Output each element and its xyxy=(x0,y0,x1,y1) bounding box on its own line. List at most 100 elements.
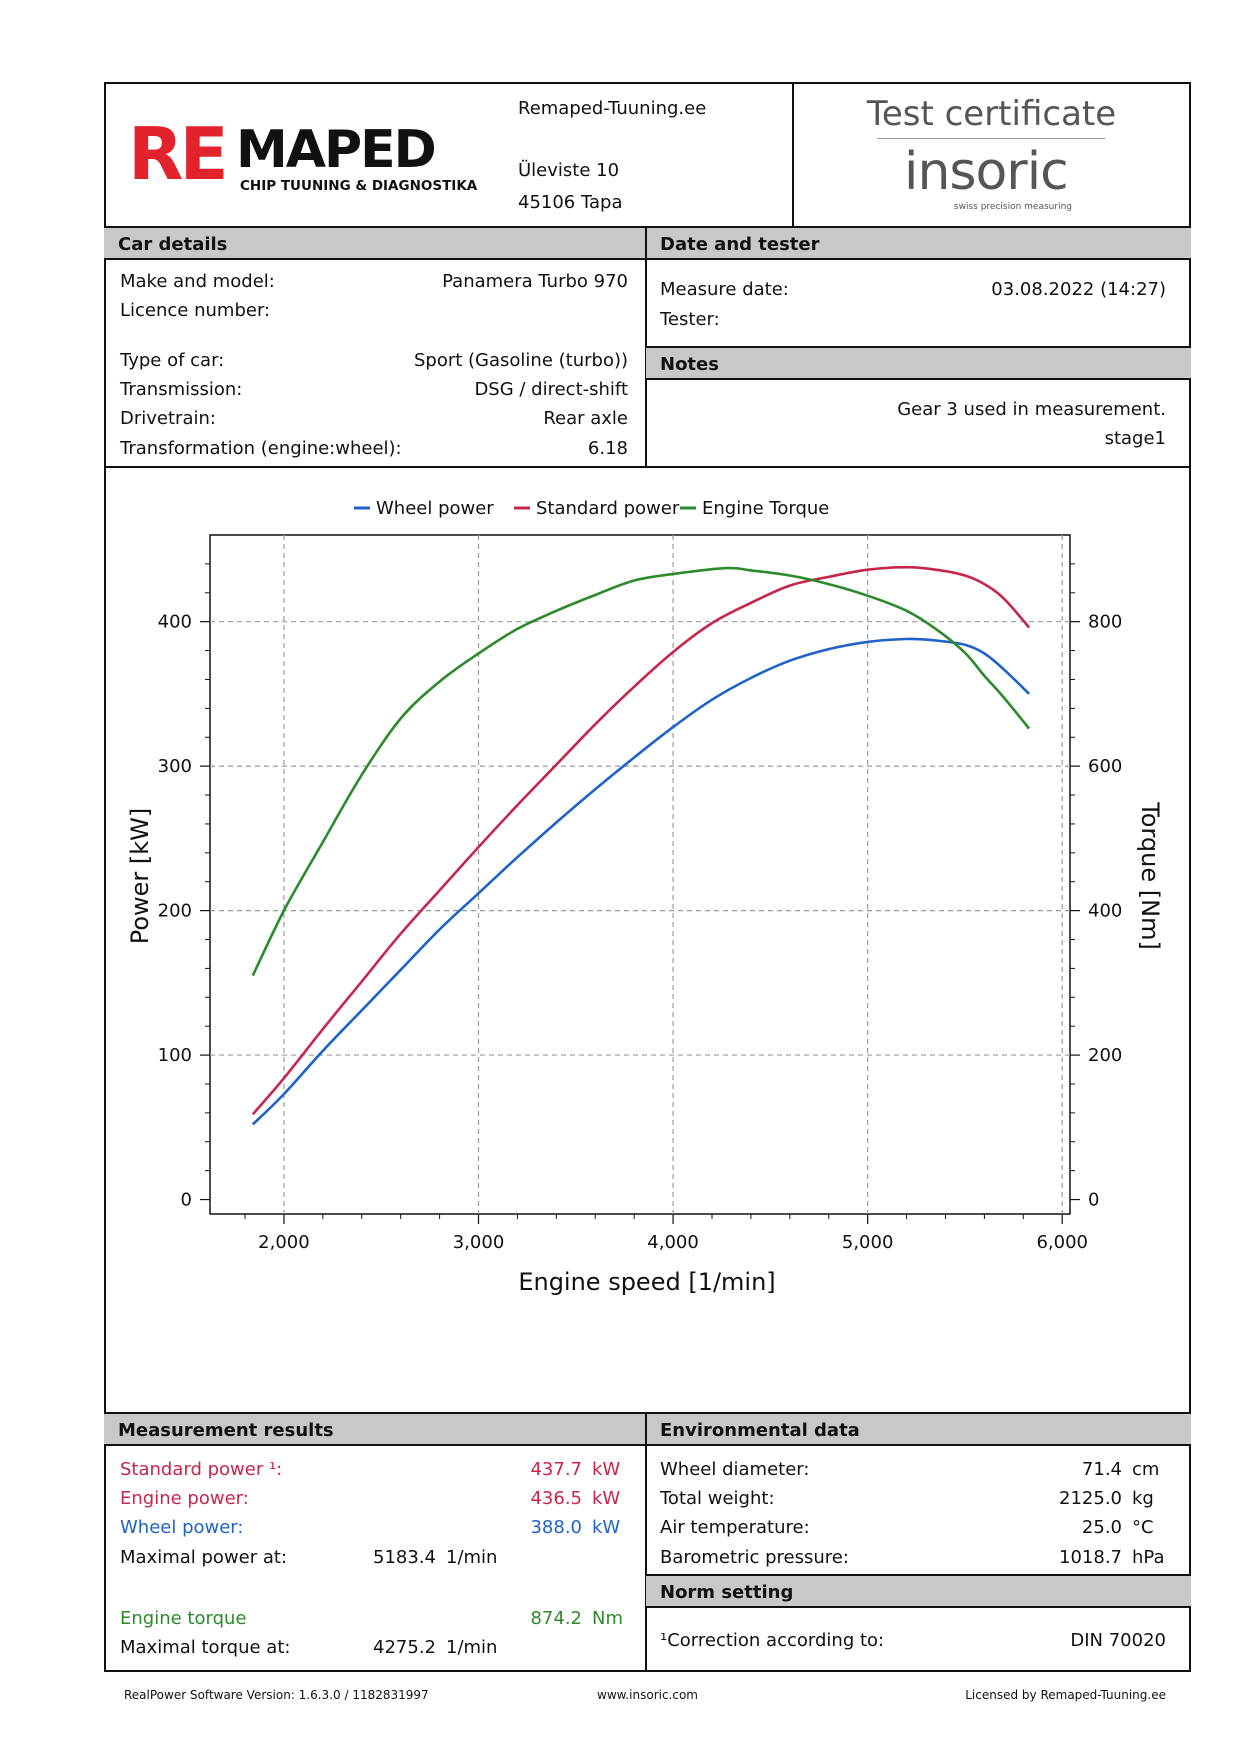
details-bottom-border xyxy=(104,466,1191,468)
tester-label: Tester: xyxy=(660,309,720,330)
wheel-diameter-value: 71.4 xyxy=(1081,1459,1122,1480)
barometric-pressure-unit: hPa xyxy=(1132,1547,1165,1568)
certificate-title-underline xyxy=(877,138,1105,139)
max-power-unit: 1/min xyxy=(446,1547,498,1568)
y-tick-label: 100 xyxy=(158,1045,192,1066)
engine-power-label: Engine power: xyxy=(120,1488,249,1509)
max-torque-unit: 1/min xyxy=(446,1637,498,1658)
software-version: RealPower Software Version: 1.6.3.0 / 11… xyxy=(124,1688,429,1702)
insoric-tagline: swiss precision measuring xyxy=(953,202,1072,212)
insoric-wordmark: insoric xyxy=(904,142,1069,202)
certificate-frame xyxy=(104,82,1191,1672)
company-street: Üleviste 10 xyxy=(518,160,620,181)
header-divider xyxy=(792,82,794,226)
power-torque-chart: Wheel power Standard power Engine Torque 2… xyxy=(126,498,1164,1296)
car-details-header: Car details xyxy=(104,226,646,260)
engine-torque-label: Engine torque xyxy=(120,1608,247,1629)
standard-power-legend-label: Standard power xyxy=(536,498,680,519)
type-label: Type of car: xyxy=(120,350,225,371)
transmission-label: Transmission: xyxy=(120,379,243,400)
transmission-value: DSG / direct-shift xyxy=(474,379,628,400)
wheel-diameter-label: Wheel diameter: xyxy=(660,1459,810,1480)
x-tick-label: 4,000 xyxy=(647,1232,699,1253)
barometric-pressure-value: 1018.7 xyxy=(1059,1547,1122,1568)
engine-power-value: 436.5 xyxy=(530,1488,582,1509)
engine-torque-unit: Nm xyxy=(592,1608,623,1629)
licence-label: Licence number: xyxy=(120,300,271,321)
wheel-power-series-line xyxy=(251,637,1031,1126)
environmental-data-header: Environmental data xyxy=(646,1412,1191,1446)
chart-axes: 2,000 3,000 4,000 5,000 6,000010020030040002… xyxy=(158,563,1122,1253)
chart-grid xyxy=(210,535,1070,1214)
engine-torque-legend-label: Engine Torque xyxy=(702,498,829,519)
correction-label: ¹Correction according to: xyxy=(660,1630,885,1651)
y-tick-label: 400 xyxy=(158,612,192,633)
logo-maped: MAPED xyxy=(236,120,437,180)
y2-axis-label: Torque [Nm] xyxy=(1136,801,1164,950)
total-weight-value: 2125.0 xyxy=(1059,1488,1122,1509)
y-tick-label: 200 xyxy=(158,901,192,922)
transform-label: Transformation (engine:wheel): xyxy=(120,438,402,459)
air-temperature-label: Air temperature: xyxy=(660,1517,810,1538)
y-axis-label: Power [kW] xyxy=(126,808,154,945)
wheel-power-unit: kW xyxy=(592,1517,621,1538)
y2-tick-label: 400 xyxy=(1088,901,1122,922)
max-torque-label: Maximal torque at: xyxy=(120,1637,291,1658)
x-tick-label: 5,000 xyxy=(842,1232,894,1253)
wheel-power-value: 388.0 xyxy=(530,1517,582,1538)
barometric-pressure-label: Barometric pressure: xyxy=(660,1547,849,1568)
company-site: Remaped-Tuuning.ee xyxy=(518,98,707,119)
air-temperature-unit: °C xyxy=(1132,1517,1154,1538)
plot-area xyxy=(209,534,1071,1215)
notes-line-2: stage1 xyxy=(1104,428,1166,449)
air-temperature-value: 25.0 xyxy=(1081,1517,1122,1538)
standard-power-unit: kW xyxy=(592,1459,621,1480)
drivetrain-value: Rear axle xyxy=(543,408,628,429)
measure-date-label: Measure date: xyxy=(660,279,789,300)
type-value: Sport (Gasoline (turbo)) xyxy=(413,350,628,371)
insoric-logo: insoric swiss precision measuring xyxy=(880,140,1102,214)
total-weight-unit: kg xyxy=(1132,1488,1154,1509)
engine-torque-series-line xyxy=(251,566,1031,977)
chart-legend: Wheel power Standard power Engine Torque xyxy=(354,498,829,519)
drivetrain-label: Drivetrain: xyxy=(120,408,216,429)
max-torque-value: 4275.2 xyxy=(373,1637,436,1658)
x-tick-label: 2,000 xyxy=(258,1232,310,1253)
wheel-power-legend-label: Wheel power xyxy=(376,498,494,519)
y-tick-label: 0 xyxy=(181,1190,192,1211)
max-power-label: Maximal power at: xyxy=(120,1547,288,1568)
certificate-title: Test certificate xyxy=(866,94,1117,134)
wheel-diameter-unit: cm xyxy=(1132,1459,1160,1480)
make-label: Make and model: xyxy=(120,271,275,292)
y2-tick-label: 800 xyxy=(1088,612,1122,633)
y2-tick-label: 0 xyxy=(1088,1190,1099,1211)
date-tester-header: Date and tester xyxy=(646,226,1191,260)
insoric-website-link[interactable]: www.insoric.com xyxy=(597,1688,698,1702)
transform-value: 6.18 xyxy=(587,438,628,459)
measurement-results-header: Measurement results xyxy=(104,1412,646,1446)
total-weight-label: Total weight: xyxy=(660,1488,775,1509)
y2-tick-label: 600 xyxy=(1088,756,1122,777)
engine-power-unit: kW xyxy=(592,1488,621,1509)
max-power-value: 5183.4 xyxy=(373,1547,436,1568)
standard-power-series-line xyxy=(251,565,1031,1116)
make-value: Panamera Turbo 970 xyxy=(442,271,628,292)
remaped-logo: RE MAPED CHIP TUUNING & DIAGNOSTIKA xyxy=(128,112,478,202)
y-tick-label: 300 xyxy=(158,756,192,777)
x-tick-label: 6,000 xyxy=(1036,1232,1088,1253)
license-info: Licensed by Remaped-Tuuning.ee xyxy=(965,1688,1166,1702)
notes-line-1: Gear 3 used in measurement. xyxy=(897,399,1166,420)
wheel-power-label: Wheel power: xyxy=(120,1517,244,1538)
norm-setting-header: Norm setting xyxy=(646,1574,1191,1608)
results-divider xyxy=(645,1412,647,1672)
company-city: 45106 Tapa xyxy=(518,192,623,213)
x-tick-label: 3,000 xyxy=(453,1232,505,1253)
y2-tick-label: 200 xyxy=(1088,1045,1122,1066)
standard-power-label: Standard power ¹: xyxy=(120,1459,283,1480)
x-axis-label: Engine speed [1/min] xyxy=(518,1268,775,1296)
engine-torque-value: 874.2 xyxy=(530,1608,582,1629)
chart-series xyxy=(251,565,1031,1126)
logo-re: RE xyxy=(128,112,229,196)
measure-date-value: 03.08.2022 (14:27) xyxy=(991,279,1166,300)
correction-value: DIN 70020 xyxy=(1070,1630,1166,1651)
